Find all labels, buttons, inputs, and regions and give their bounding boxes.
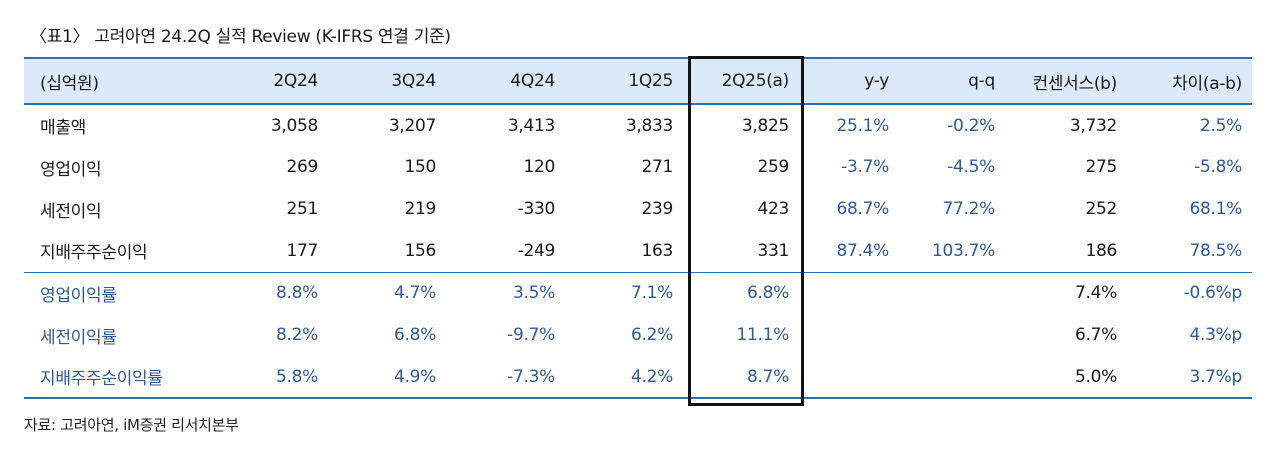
cell: 4.7% <box>328 271 446 314</box>
header-unit: (십억원) <box>24 57 204 105</box>
source-note: 자료: 고려아연, iM증권 리서치본부 <box>24 416 239 434</box>
cell: 8.7% <box>683 356 799 399</box>
cell: 4.2% <box>565 356 683 399</box>
highlight-box-2q25 <box>688 56 804 406</box>
cell: -9.7% <box>507 325 555 345</box>
cell: 8.2% <box>276 325 318 345</box>
header-qq: q-q <box>899 57 1005 105</box>
row-label: 매출액 <box>40 118 87 138</box>
table-row: 지배주주순이익 177 156 -249 163 331 87.4% 103.7… <box>24 230 1252 272</box>
cell: 78.5% <box>1189 240 1242 261</box>
cell: 25.1% <box>836 115 889 136</box>
header-4q24: 4Q24 <box>446 57 565 105</box>
cell: 5.0% <box>1005 356 1127 399</box>
header-diff: 차이(a-b) <box>1127 57 1252 105</box>
cell: 87.4% <box>836 240 889 261</box>
row-label: 영업이익률 <box>24 271 204 314</box>
row-label: 세전이익률 <box>40 327 117 348</box>
cell <box>799 356 899 399</box>
cell: 423 <box>757 199 789 219</box>
cell: 271 <box>641 157 673 177</box>
cell: 7.4% <box>1005 271 1127 314</box>
cell: 331 <box>757 240 789 261</box>
cell: 275 <box>1085 157 1117 177</box>
header-row: (십억원) 2Q24 3Q24 4Q24 1Q25 2Q25(a) y-y q-… <box>24 57 1252 105</box>
cell: 68.7% <box>836 199 889 219</box>
cell <box>899 356 1005 399</box>
table-row: 영업이익률 8.8% 4.7% 3.5% 7.1% 6.8% 7.4% -0.6… <box>24 271 1252 314</box>
cell: 8.8% <box>204 271 328 314</box>
table-title: 〈표1〉 고려아연 24.2Q 실적 Review (K-IFRS 연결 기준) <box>30 27 451 47</box>
header-yy: y-y <box>799 57 899 105</box>
cell: 259 <box>757 157 789 177</box>
cell <box>799 314 899 356</box>
cell: 177 <box>286 240 318 261</box>
cell: 6.2% <box>631 325 673 345</box>
cell: -5.8% <box>1194 157 1242 177</box>
cell <box>799 271 899 314</box>
header-consensus: 컨센서스(b) <box>1005 57 1127 105</box>
row-label: 세전이익 <box>40 201 102 222</box>
row-label: 지배주주순이익률 <box>24 356 204 399</box>
header-2q25: 2Q25(a) <box>683 57 799 105</box>
cell: 6.7% <box>1075 325 1117 345</box>
cell: 3.7%p <box>1127 356 1252 399</box>
cell: 252 <box>1085 199 1117 219</box>
cell: 77.2% <box>942 199 995 219</box>
cell: 219 <box>404 199 436 219</box>
row-label: 영업이익 <box>40 159 102 180</box>
table-row: 매출액 3,058 3,207 3,413 3,833 3,825 25.1% … <box>24 104 1252 146</box>
cell: 3,732 <box>1069 115 1117 136</box>
row-label: 지배주주순이익 <box>40 243 148 264</box>
header-3q24: 3Q24 <box>328 57 446 105</box>
cell: -4.5% <box>947 157 995 177</box>
cell: -0.6%p <box>1127 271 1252 314</box>
table-row: 지배주주순이익률 5.8% 4.9% -7.3% 4.2% 8.7% 5.0% … <box>24 356 1252 399</box>
cell: -3.7% <box>841 157 889 177</box>
header-2q24: 2Q24 <box>204 57 328 105</box>
cell: 5.8% <box>204 356 328 399</box>
cell: 6.8% <box>394 325 436 345</box>
cell: 11.1% <box>736 325 789 345</box>
earnings-table: (십억원) 2Q24 3Q24 4Q24 1Q25 2Q25(a) y-y q-… <box>24 57 1252 399</box>
table-row: 세전이익 251 219 -330 239 423 68.7% 77.2% 25… <box>24 188 1252 230</box>
cell: 7.1% <box>565 271 683 314</box>
cell <box>899 271 1005 314</box>
cell: 3,825 <box>741 115 789 136</box>
cell: 186 <box>1085 240 1117 261</box>
cell: 269 <box>286 157 318 177</box>
cell: -0.2% <box>947 115 995 136</box>
cell: 3,833 <box>625 115 673 136</box>
cell: 150 <box>404 157 436 177</box>
table-row: 세전이익률 8.2% 6.8% -9.7% 6.2% 11.1% 6.7% 4.… <box>24 314 1252 356</box>
cell: 239 <box>641 199 673 219</box>
cell: 6.8% <box>683 271 799 314</box>
cell: 4.9% <box>328 356 446 399</box>
cell: -7.3% <box>446 356 565 399</box>
cell: 120 <box>523 157 555 177</box>
cell: 68.1% <box>1189 199 1242 219</box>
table-row: 영업이익 269 150 120 271 259 -3.7% -4.5% 275… <box>24 146 1252 188</box>
cell: 251 <box>286 199 318 219</box>
cell: 3,058 <box>270 115 318 136</box>
cell: 3,413 <box>507 115 555 136</box>
cell: 103.7% <box>931 240 995 261</box>
cell <box>899 314 1005 356</box>
cell: 3,207 <box>388 115 436 136</box>
cell: 4.3%p <box>1189 325 1243 345</box>
header-1q25: 1Q25 <box>565 57 683 105</box>
cell: 2.5% <box>1200 115 1242 136</box>
cell: -249 <box>517 240 556 261</box>
cell: -330 <box>517 199 556 219</box>
cell: 163 <box>641 240 673 261</box>
cell: 3.5% <box>446 271 565 314</box>
cell: 156 <box>404 240 436 261</box>
